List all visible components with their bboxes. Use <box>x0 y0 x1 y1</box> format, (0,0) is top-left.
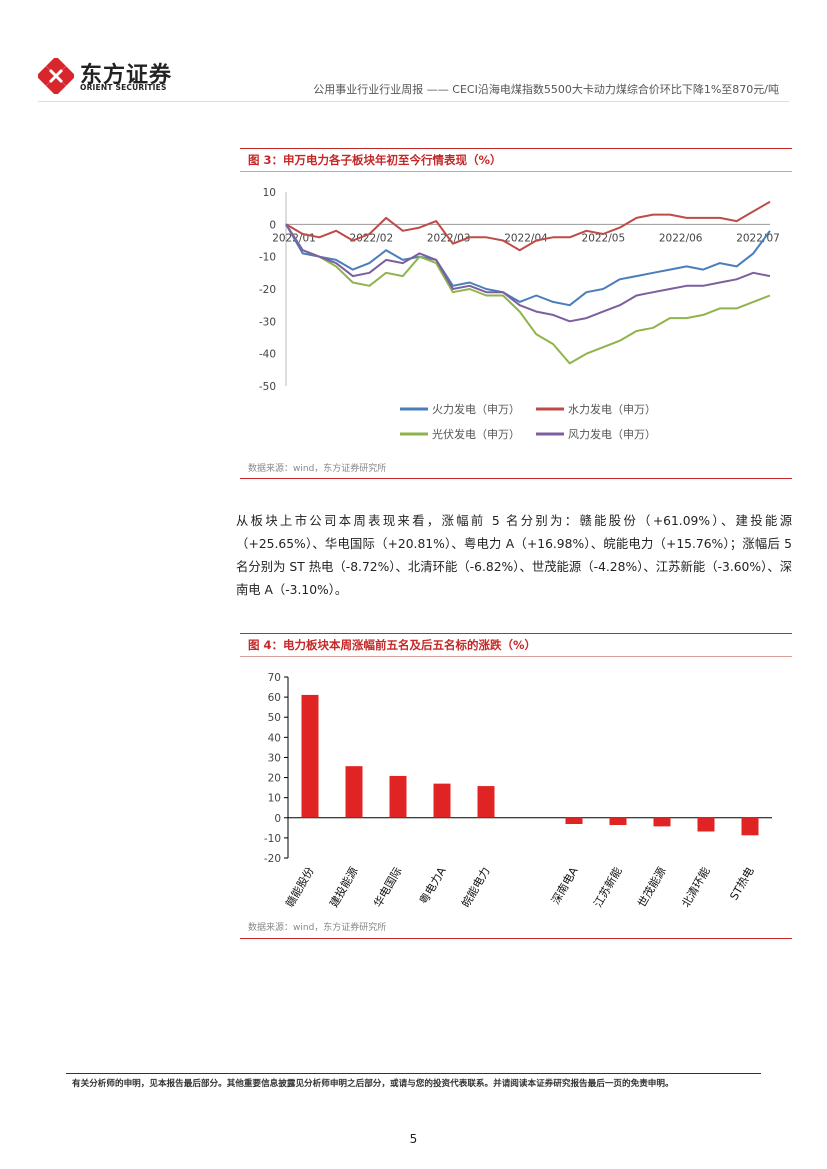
x-tick-label: 2022/04 <box>504 232 548 244</box>
y-tick-label: 10 <box>263 187 276 199</box>
figure4-source: 数据来源：wind，东方证券研究所 <box>248 923 387 933</box>
category-label: 皖能电力 <box>458 865 492 910</box>
category-label: 建投能源 <box>326 865 360 910</box>
y-tick-label: 0 <box>269 219 276 231</box>
bar <box>301 694 319 818</box>
bar <box>609 817 627 826</box>
bar <box>477 786 495 818</box>
category-label: 华电国际 <box>370 865 404 910</box>
series-line-2 <box>285 200 771 252</box>
y-tick-label: -40 <box>259 349 276 361</box>
y-tick-label: -20 <box>264 853 281 865</box>
y-tick-label: 10 <box>268 793 281 805</box>
category-label: 深南电A <box>549 865 581 907</box>
x-tick-label: 2022/07 <box>736 232 780 244</box>
page-number: 5 <box>409 1132 418 1146</box>
legend-label: 水力发电（申万） <box>568 402 656 416</box>
footer-disclaimer: 有关分析师的申明，见本报告最后部分。其他重要信息披露见分析师申明之后部分，或请与… <box>72 1079 674 1089</box>
logo-chinese-name: 东方证券 <box>80 63 173 88</box>
figure3-title-rule <box>240 171 792 172</box>
y-tick-label: 20 <box>268 773 281 785</box>
y-tick-label: -20 <box>259 284 276 296</box>
legend-label: 火力发电（申万） <box>432 402 520 416</box>
series-line-4 <box>285 223 771 323</box>
figure3-bottom-rule <box>240 478 792 479</box>
figure4-bottom-rule <box>240 938 792 939</box>
bar <box>653 817 671 827</box>
figure4-title: 图 4：电力板块本周涨幅前五名及后五名标的涨跌（%） <box>248 638 537 652</box>
y-tick-label: -30 <box>259 316 276 328</box>
legend-label: 风力发电（申万） <box>568 427 656 441</box>
category-label: 北清环能 <box>678 865 712 910</box>
x-tick-label: 2022/02 <box>350 232 394 244</box>
report-title: 公用事业行业行业周报 —— CECI沿海电煤指数5500大卡动力煤综合价环比下降… <box>313 83 779 96</box>
y-tick-label: 40 <box>268 732 281 744</box>
x-tick-label: 2022/06 <box>659 232 703 244</box>
category-label: 江苏新能 <box>590 865 624 910</box>
legend-label: 光伏发电（申万） <box>432 427 520 441</box>
logo-english-name: ORIENT SECURITIES <box>80 83 167 92</box>
bar <box>345 766 363 818</box>
y-tick-label: 0 <box>274 813 281 825</box>
series-line-3 <box>285 223 771 365</box>
body-paragraph: 从板块上市公司本周表现来看，涨幅前 5 名分别为：赣能股份（+61.09%）、建… <box>236 514 792 597</box>
y-tick-label: 30 <box>268 752 281 764</box>
company-logo: 东方证券 ORIENT SECURITIES <box>38 58 188 94</box>
x-tick-label: 2022/05 <box>582 232 626 244</box>
figure4-top-rule <box>240 633 792 634</box>
bar <box>389 775 407 818</box>
orient-logo-icon <box>38 58 74 94</box>
series-line-1 <box>285 223 771 307</box>
category-label: ST热电 <box>727 865 756 902</box>
bar <box>433 783 451 818</box>
figure4-title-rule <box>240 656 792 657</box>
figure3-source: 数据来源：wind，东方证券研究所 <box>248 464 387 474</box>
y-tick-label: -10 <box>259 252 276 264</box>
y-tick-label: 60 <box>268 692 281 704</box>
y-tick-label: 50 <box>268 712 281 724</box>
category-label: 世茂能源 <box>634 865 668 910</box>
bar <box>565 817 583 825</box>
footer-divider <box>66 1073 761 1074</box>
y-tick-label: -50 <box>259 381 276 393</box>
figure3-title: 图 3：申万电力各子板块年初至今行情表现（%） <box>248 153 502 167</box>
figure3-top-rule <box>240 148 792 149</box>
y-tick-label: 70 <box>268 672 281 684</box>
category-label: 粤电力A <box>416 864 449 907</box>
y-tick-label: -10 <box>264 833 281 845</box>
category-label: 赣能股份 <box>282 865 316 910</box>
bar <box>697 817 715 832</box>
header-divider <box>38 101 789 102</box>
bar <box>741 817 759 836</box>
